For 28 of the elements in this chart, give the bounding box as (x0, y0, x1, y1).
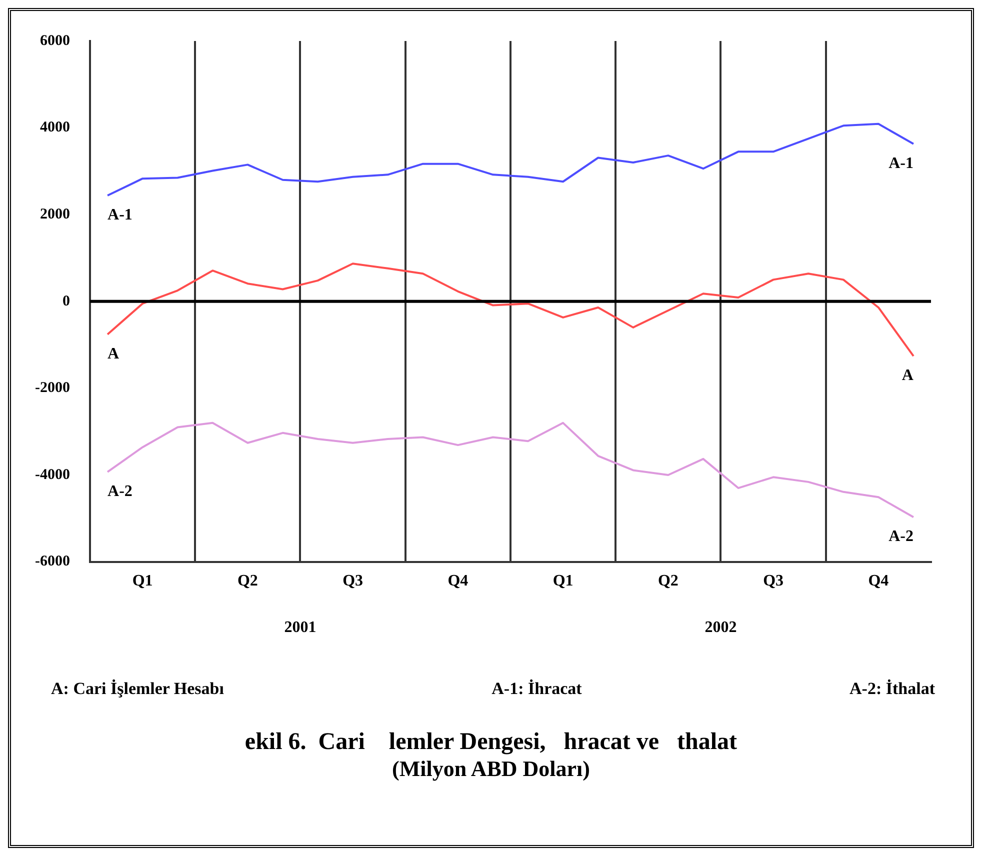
x-tick-label: Q2 (237, 572, 258, 590)
text: A: Cari İşlemler Hesabı (51, 679, 224, 699)
y-tick-label: 4000 (40, 120, 70, 136)
series-label: A-2 (888, 528, 914, 546)
y-tick-label: 0 (62, 293, 70, 310)
text: A-1 (108, 206, 132, 224)
y-tick-label: 2000 (40, 206, 70, 222)
text: (Milyon ABD Doları) (391, 756, 591, 782)
text: A-2 (108, 483, 132, 500)
series-label: A (108, 346, 120, 363)
x-tick-label: Q2 (658, 572, 678, 590)
x-tick-label: Q4 (868, 572, 889, 590)
y-tick-label: -4000 (34, 466, 70, 483)
text: ekil 6. Cari lemler Dengesi, hracat ve thalat (244, 729, 738, 756)
text: 2001 (284, 618, 316, 636)
x-tick-label: Q1 (552, 572, 574, 590)
text: 2002 (704, 618, 737, 636)
x-tick-label: Q3 (763, 572, 784, 590)
x-tick-label: Q1 (132, 572, 153, 590)
y-tick-label: -6000 (34, 554, 70, 570)
text: A (902, 367, 914, 384)
y-tick-label: -2000 (34, 380, 70, 396)
x-tick-label: Q4 (448, 572, 468, 590)
text: A-1: İhracat (492, 679, 582, 699)
y-tick-label: 6000 (40, 32, 70, 49)
text: A-2: İthalat (850, 679, 935, 699)
x-tick-label: Q3 (342, 572, 364, 590)
series-label: A-1 (888, 155, 914, 172)
